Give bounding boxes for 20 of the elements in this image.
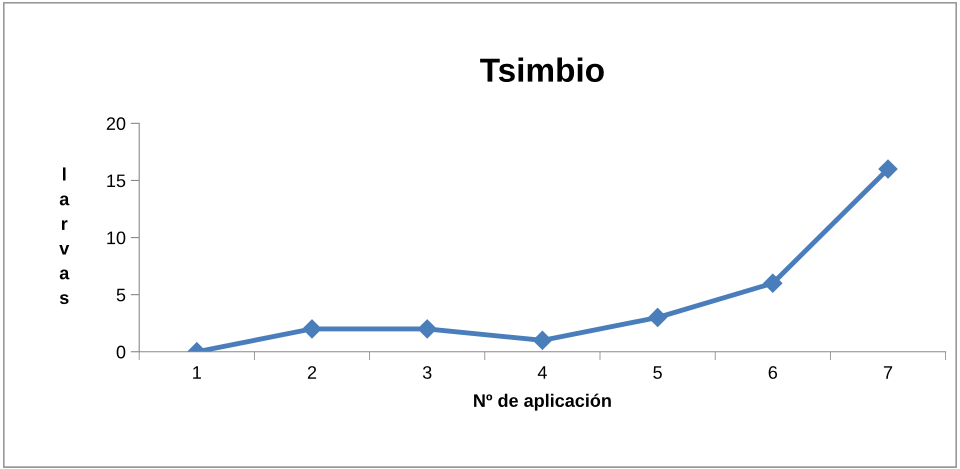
- y-tick-label: 10: [107, 231, 126, 244]
- point: [418, 319, 437, 338]
- x-axis-title: Nº de aplicación: [474, 394, 611, 411]
- point: [878, 159, 898, 179]
- y-tick-label: 20: [106, 117, 126, 130]
- point: [648, 308, 668, 328]
- chart-title: Tsimbio: [480, 58, 604, 82]
- x-tick-label: 7: [884, 366, 892, 379]
- point: [763, 274, 782, 293]
- x-tick-label: 2: [308, 366, 316, 379]
- x-tick-label: 1: [193, 366, 201, 379]
- x-tick-label: 5: [653, 366, 662, 379]
- y-tick-label: 5: [116, 288, 126, 302]
- y-tick-label: 15: [107, 174, 126, 188]
- y-axis-title: larvas: [59, 167, 70, 304]
- x-tick-label: 6: [768, 366, 778, 379]
- x-tick-label: 4: [538, 366, 547, 379]
- x-tick-label: 3: [422, 366, 432, 379]
- y-tick-label: 0: [116, 346, 126, 358]
- point: [532, 330, 552, 350]
